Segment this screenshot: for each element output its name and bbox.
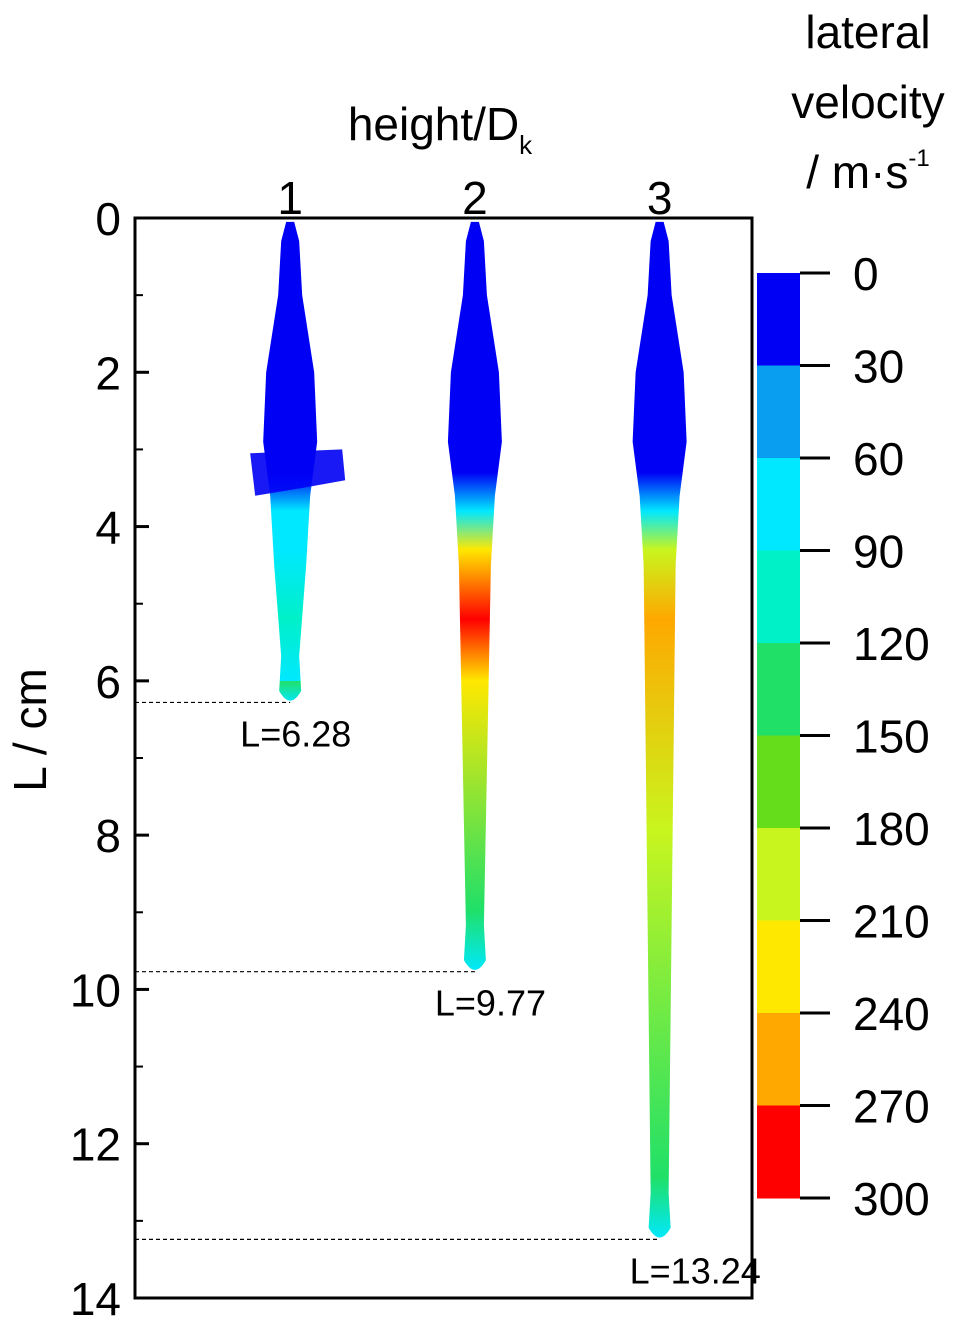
y-tick-label: 4 bbox=[95, 502, 121, 554]
colorbar-band bbox=[757, 920, 800, 1014]
jet bbox=[447, 221, 502, 970]
length-label: L=6.28 bbox=[240, 713, 351, 754]
colorbar-title-superscript: -1 bbox=[908, 145, 929, 172]
jet bbox=[632, 221, 687, 1238]
colorbar-tick-label: 240 bbox=[853, 988, 930, 1040]
colorbar-band bbox=[757, 1105, 800, 1199]
length-label: L=13.24 bbox=[630, 1250, 761, 1291]
y-tick-label: 0 bbox=[95, 193, 121, 245]
y-axis-title: L / cm bbox=[4, 668, 56, 792]
colorbar-tick-label: 210 bbox=[853, 896, 930, 948]
y-tick-label: 8 bbox=[95, 810, 121, 862]
y-tick-label: 6 bbox=[95, 656, 121, 708]
colorbar-title: lateral bbox=[805, 6, 930, 58]
x-tick-label: 1 bbox=[277, 172, 303, 224]
colorbar-tick-label: 0 bbox=[853, 248, 879, 300]
colorbar-tick-label: 180 bbox=[853, 803, 930, 855]
colorbar-band bbox=[757, 458, 800, 551]
colorbar-tick-label: 90 bbox=[853, 526, 904, 578]
colorbar-tick-label: 300 bbox=[853, 1173, 930, 1225]
length-label: L=9.77 bbox=[435, 983, 546, 1024]
colorbar-band bbox=[757, 1013, 800, 1106]
colorbar-tick-label: 120 bbox=[853, 618, 930, 670]
colorbar-title: velocity bbox=[791, 76, 944, 128]
x-axis-title: height/Dk bbox=[348, 98, 533, 160]
colorbar-band bbox=[757, 828, 800, 921]
colorbar-band bbox=[757, 550, 800, 644]
colorbar-band bbox=[757, 643, 800, 736]
colorbar-tick-label: 30 bbox=[853, 341, 904, 393]
y-tick-label: 14 bbox=[70, 1273, 121, 1325]
y-tick-label: 2 bbox=[95, 347, 121, 399]
x-tick-label: 2 bbox=[462, 172, 488, 224]
colorbar-tick-label: 270 bbox=[853, 1081, 930, 1133]
colorbar-tick-label: 60 bbox=[853, 433, 904, 485]
colorbar-band bbox=[757, 365, 800, 459]
x-tick-label: 3 bbox=[647, 172, 673, 224]
x-label: height/D bbox=[348, 98, 519, 150]
colorbar-band bbox=[757, 735, 800, 829]
jet-bulge bbox=[250, 449, 346, 496]
x-label-subscript: k bbox=[519, 130, 533, 160]
colorbar-tick-label: 150 bbox=[853, 711, 930, 763]
y-tick-label: 12 bbox=[70, 1119, 121, 1171]
y-tick-label: 10 bbox=[70, 964, 121, 1016]
colorbar-band bbox=[757, 273, 800, 366]
colorbar-title: / m·s-1 bbox=[806, 145, 930, 198]
